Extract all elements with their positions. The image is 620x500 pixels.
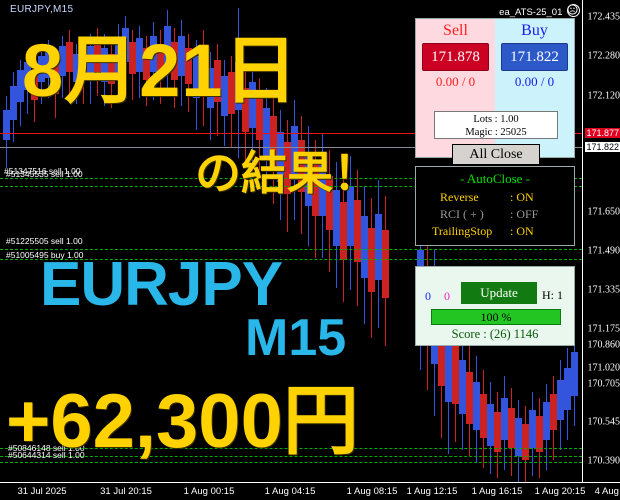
order-label-4: #51005495 buy 1.00 [6,250,84,260]
trade-panel[interactable]: Sell 171.878 0.00 / 0 Buy 171.822 0.00 /… [415,18,575,165]
all-close-button[interactable]: All Close [452,144,540,165]
price-tick: 171.650 [587,206,620,218]
time-axis[interactable]: 31 Jul 2025 31 Jul 20:15 1 Aug 00:15 1 A… [0,482,620,500]
counter-blue: 0 [425,289,431,303]
tp-line-7 [0,462,582,463]
trailingstop-key: TrailingStop [432,224,493,238]
tp-line-1 [0,178,582,179]
time-tick: 1 Aug 20:15 [534,486,586,497]
progress-bar: 100 % [431,309,561,325]
sell-price-button[interactable]: 171.878 [422,43,489,71]
price-tick: 172.120 [587,90,620,102]
buy-price-line [0,147,582,148]
sell-header-label: Sell [443,22,468,39]
tp-line-4 [0,259,582,260]
price-tick: 170.860 [587,339,620,351]
autoclose-panel[interactable]: - AutoClose - Reverse : ON RCI ( + ) : O… [415,166,575,246]
magic-label: Magic : 25025 [465,127,527,138]
sell-price-line [0,133,582,134]
price-tick: 170.545 [587,416,620,428]
ea-name-text: ea_ATS-25_01 [499,7,563,18]
counter-pink: 0 [444,289,450,303]
tp-line-5 [0,448,582,449]
price-tick: 171.335 [587,284,620,296]
price-tick: 170.705 [587,378,620,390]
reverse-value: : ON [510,190,534,204]
time-tick: 1 Aug 04:15 [264,486,316,497]
tp-line-3 [0,249,582,250]
autoclose-title: - AutoClose - [459,171,531,186]
overlay-profit-text: +62,300円 [6,379,359,464]
time-tick: 1 Aug 08:15 [346,486,398,497]
smiley-face-icon [567,4,580,17]
price-tick: 171.020 [587,362,620,374]
status-panel[interactable]: 0 0 Update H: 1 100 % Score : (26) 1146 [415,266,575,346]
order-label-2: #51345535 sell 1.00 [6,169,83,179]
order-label-3: #51225505 sell 1.00 [6,236,83,246]
order-label-5: #50846148 sell 1.00 [8,443,85,453]
buy-price-button[interactable]: 171.822 [501,43,568,71]
reverse-key: Reverse [440,190,479,204]
time-tick: 31 Jul 2025 [17,486,67,497]
price-tick: 171.490 [587,245,620,257]
time-tick: 1 Aug 12:15 [406,486,458,497]
lots-magic-box[interactable]: Lots : 1.00 Magic : 25025 [434,111,558,139]
overlay-pair-text: EURJPY [40,250,283,319]
update-button[interactable]: Update [461,282,537,304]
current-buy-price-tag: 171.822 [585,142,620,152]
buy-profit-label: 0.00 / 0 [514,74,555,89]
time-tick: 4 Aug 00:15 [594,486,620,497]
score-label: Score : (26) 1146 [451,327,539,341]
time-tick: 1 Aug 00:15 [183,486,235,497]
buy-header-label: Buy [521,22,548,39]
ea-name-label: ea_ATS-25_01 [499,4,580,18]
h-counter-label: H: 1 [542,288,563,302]
lots-label: Lots : 1.00 [473,114,519,125]
trailingstop-value: : ON [510,224,534,238]
rci-value: : OFF [510,207,539,221]
chart-symbol-label: EURJPY,M15 [10,4,74,15]
tp-line-2 [0,186,582,187]
current-sell-price-tag: 171.877 [585,128,620,138]
price-tick: 172.435 [587,11,620,23]
order-label-6: #50644314 sell 1.00 [8,450,85,460]
price-tick: 170.390 [587,455,620,467]
overlay-result-text: の結果！ [195,147,379,199]
overlay-timeframe-text: M15 [245,309,347,367]
overlay-date-text: 8月21日 [22,29,299,112]
price-tick: 171.175 [587,323,620,335]
tp-line-6 [0,456,582,457]
time-tick: 1 Aug 16:15 [471,486,523,497]
sell-profit-label: 0.00 / 0 [435,74,476,89]
time-tick: 31 Jul 20:15 [100,486,152,497]
price-axis[interactable]: 172.435 172.280 172.120 171.965 171.877 … [582,0,620,493]
order-label-1: #51347516 sell 1.00 [4,166,81,176]
price-tick: 172.280 [587,50,620,62]
rci-key: RCI ( + ) [440,207,484,221]
